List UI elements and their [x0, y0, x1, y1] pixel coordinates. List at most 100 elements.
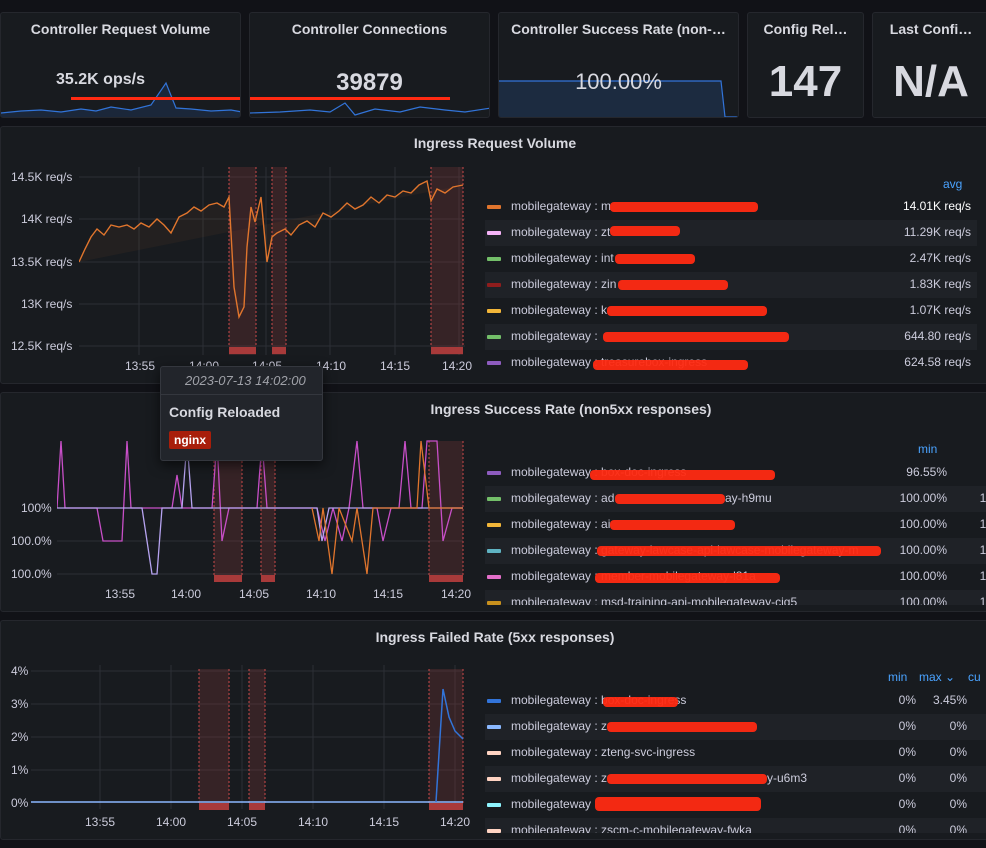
panel-failed-rate[interactable]: Ingress Failed Rate (5xx responses) 4% 3… — [0, 620, 986, 840]
series-avg: 624.58 req/s — [904, 355, 971, 369]
legend-row[interactable]: mobilegateway : m 14.01K req/s — [485, 194, 977, 220]
x-tick: 14:05 — [227, 815, 258, 829]
series-min: 0% — [898, 745, 916, 759]
x-tick: 13:55 — [85, 815, 116, 829]
series-swatch — [487, 803, 501, 807]
stat-last-config[interactable]: Last Confi… N/A — [872, 12, 986, 118]
series-min: 100.00% — [899, 491, 947, 505]
series-avg: 11.29K req/s — [903, 225, 971, 239]
series-min: 96.55% — [906, 465, 947, 479]
series-max: 0% — [949, 719, 967, 733]
x-tick: 14:10 — [316, 359, 347, 373]
series-swatch — [487, 751, 501, 755]
legend-success-rate: mobilegateway : box-doc-ingress 96.55% 9… — [485, 460, 986, 605]
sparkline — [499, 80, 738, 117]
legend-request-volume: mobilegateway : m 14.01K req/s mobilegat… — [485, 194, 977, 376]
y-tick: 0% — [11, 796, 29, 810]
redaction — [603, 332, 789, 342]
series-max: 0% — [949, 745, 967, 759]
legend-row[interactable]: mobilegateway 0% 0% — [485, 792, 986, 818]
redaction — [595, 797, 761, 811]
y-tick: 2% — [11, 730, 29, 744]
y-tick: 12.5K req/s — [11, 339, 73, 353]
x-tick: 13:55 — [125, 359, 156, 373]
series-min: 0% — [898, 693, 916, 707]
stat-value: 100.00% — [575, 69, 662, 94]
redaction — [597, 546, 881, 556]
series-avg: 1.83K req/s — [909, 277, 971, 291]
legend-row[interactable]: mobilegateway : zt 11.29K req/s — [485, 220, 977, 246]
stat-value: 147 — [768, 57, 843, 106]
legend-row[interactable]: mobilegateway : 644.80 req/s — [485, 324, 977, 350]
series-swatch — [487, 361, 501, 365]
legend-row[interactable]: mobilegateway : zteng-svc-ingress 0% 0% — [485, 740, 986, 766]
series-swatch — [487, 471, 501, 475]
legend-header-min[interactable]: min — [918, 442, 938, 456]
redaction — [607, 774, 767, 784]
series-swatch — [487, 335, 501, 339]
x-tick: 14:20 — [442, 359, 473, 373]
legend-failed-rate: mobilegateway : box-doc-ingress 0% 3.45%… — [485, 688, 986, 833]
series-swatch — [487, 283, 501, 287]
stat-connections[interactable]: Controller Connections 39879 — [249, 12, 490, 118]
redaction — [618, 280, 728, 290]
panel-title: Ingress Request Volume — [413, 135, 577, 151]
legend-row[interactable]: mobilegateway : k 1.07K req/s — [485, 298, 977, 324]
legend-row[interactable]: mobilegateway : box-doc-ingress 0% 3.45% — [485, 688, 986, 714]
legend-row[interactable]: mobilegateway : gateway-lawcase-api-lawc… — [485, 538, 986, 564]
series-next: 10 — [979, 595, 986, 605]
series-swatch — [487, 205, 501, 209]
series-max: 3.45% — [932, 693, 967, 707]
stat-success-rate[interactable]: Controller Success Rate (non-… 100.00% — [498, 12, 739, 118]
legend-header-min[interactable]: min — [888, 670, 908, 684]
x-tick: 13:55 — [105, 587, 136, 601]
stat-value: N/A — [893, 57, 969, 106]
series-name: mobilegateway : m — [511, 199, 612, 213]
legend-row[interactable]: mobilegateway : zscm-c-mobilegateway-fwk… — [485, 818, 986, 833]
legend-row[interactable]: mobilegateway : member-mobilegateway-l81… — [485, 564, 986, 590]
y-tick: 1% — [11, 763, 29, 777]
series-name: mobilegateway : zscm-c-mobilegateway-fwk… — [511, 823, 752, 833]
legend-row[interactable]: mobilegateway : treasurebox-ingress 624.… — [485, 350, 977, 376]
y-tick: 100.0% — [11, 567, 52, 581]
legend-row[interactable]: mobilegateway : int 2.47K req/s — [485, 246, 977, 272]
series-swatch — [487, 549, 501, 553]
legend-header-max[interactable]: max ⌄ — [919, 670, 956, 684]
series-avg: 644.80 req/s — [904, 329, 971, 343]
legend-header-avg[interactable]: avg — [943, 177, 963, 191]
series-avg: 2.47K req/s — [909, 251, 971, 265]
redaction — [593, 360, 748, 370]
sparkline — [1, 81, 240, 117]
legend-row[interactable]: mobilegateway : z 0% 0% y-u6m3 — [485, 766, 986, 792]
legend-row[interactable]: mobilegateway : z 0% 0% — [485, 714, 986, 740]
legend-row[interactable]: mobilegateway : zin 1.83K req/s — [485, 272, 977, 298]
graph-failed-rate — [31, 665, 464, 810]
redact-line — [71, 97, 240, 100]
tooltip-tag: nginx — [169, 431, 211, 449]
series-name: mobilegateway : int — [511, 251, 614, 265]
legend-row[interactable]: mobilegateway : box-doc-ingress 96.55% 9 — [485, 460, 986, 486]
graph-success-rate — [57, 440, 464, 582]
legend-row[interactable]: mobilegateway : ai 100.00% 10 — [485, 512, 986, 538]
redaction — [590, 470, 775, 480]
panel-success-rate[interactable]: Ingress Success Rate (non5xx responses) … — [0, 392, 986, 612]
legend-header-current[interactable]: cu — [968, 670, 981, 684]
x-tick: 14:05 — [239, 587, 270, 601]
series-swatch — [487, 231, 501, 235]
graph-request-volume — [79, 167, 465, 355]
panel-request-volume[interactable]: Ingress Request Volume 14.5K req/s 14K r… — [0, 126, 986, 384]
redact-line — [250, 97, 450, 100]
series-name: mobilegateway : zteng-svc-ingress — [511, 745, 696, 759]
stat-config-reloads[interactable]: Config Rel… 147 — [747, 12, 864, 118]
legend-row[interactable]: mobilegateway : msd-training-api-mobileg… — [485, 590, 986, 605]
x-tick: 14:15 — [369, 815, 400, 829]
x-tick: 14:20 — [440, 815, 471, 829]
x-tick: 14:15 — [373, 587, 404, 601]
series-swatch — [487, 575, 501, 579]
stat-request-volume[interactable]: Controller Request Volume 35.2K ops/s — [0, 12, 241, 118]
series-max: 0% — [949, 797, 967, 811]
legend-row[interactable]: mobilegateway : ad 100.00% 10 ay-h9mu — [485, 486, 986, 512]
series-next: 10 — [979, 543, 986, 557]
x-tick: 14:10 — [298, 815, 329, 829]
series-max: 0% — [949, 823, 967, 833]
